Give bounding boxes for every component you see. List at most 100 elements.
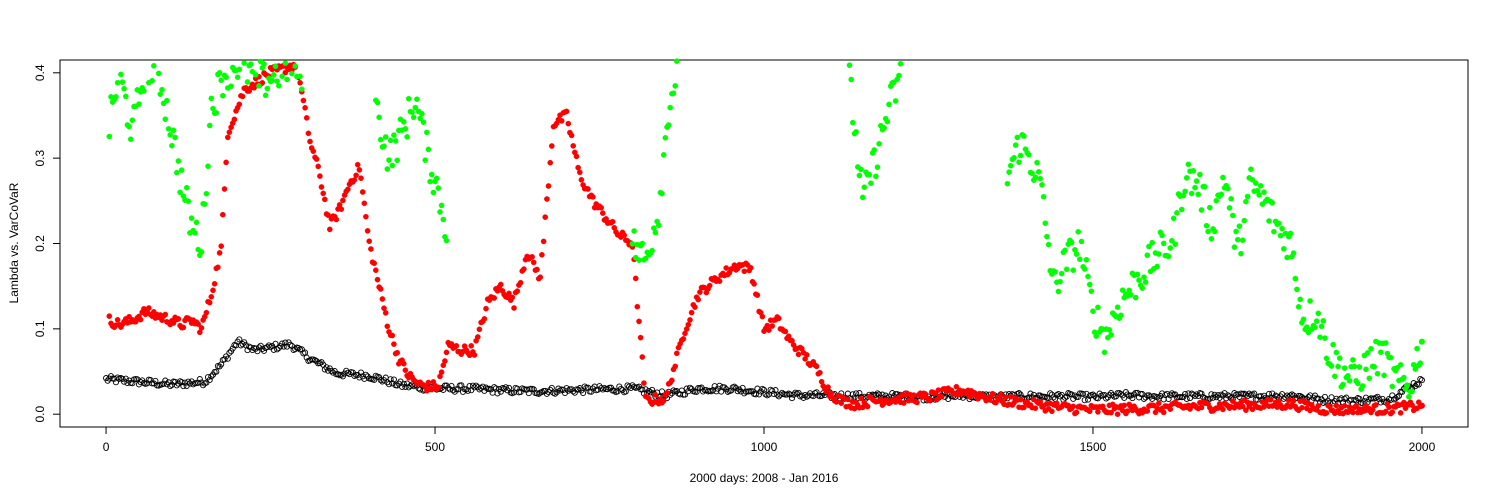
- data-point: [1288, 391, 1296, 398]
- data-point: [529, 254, 535, 260]
- data-point: [1363, 366, 1369, 373]
- data-point: [521, 266, 527, 272]
- data-point: [693, 388, 700, 395]
- data-point: [848, 76, 855, 83]
- data-point: [517, 279, 524, 286]
- data-point: [445, 384, 452, 391]
- data-point: [272, 340, 279, 347]
- data-point: [440, 216, 447, 223]
- data-point: [255, 344, 263, 351]
- data-point: [409, 109, 415, 115]
- data-point: [453, 342, 460, 349]
- data-point: [1341, 365, 1348, 371]
- data-point: [1267, 396, 1274, 403]
- data-point: [1156, 251, 1162, 257]
- data-point: [1032, 405, 1039, 412]
- data-point: [1383, 340, 1389, 346]
- data-point: [530, 259, 537, 266]
- data-point: [1285, 397, 1292, 404]
- data-point: [1139, 285, 1146, 291]
- data-point: [634, 303, 641, 310]
- data-point: [1220, 406, 1226, 413]
- data-point: [399, 383, 406, 390]
- data-point: [1266, 218, 1272, 224]
- data-point: [1134, 271, 1141, 278]
- data-point: [215, 264, 221, 271]
- data-point: [468, 342, 475, 349]
- data-point: [686, 384, 694, 391]
- data-point: [1323, 410, 1330, 416]
- data-point: [667, 104, 674, 111]
- data-point: [1406, 393, 1412, 400]
- y-tick-label: 0.1: [33, 320, 47, 337]
- data-point: [866, 171, 873, 178]
- data-point: [629, 241, 636, 247]
- data-point: [782, 328, 789, 335]
- data-point: [1077, 256, 1083, 263]
- data-point: [224, 134, 231, 141]
- data-point: [453, 386, 460, 393]
- data-point: [183, 184, 190, 191]
- data-point: [289, 70, 295, 77]
- data-point: [256, 83, 262, 89]
- data-point: [1277, 232, 1284, 239]
- data-point: [1163, 390, 1171, 397]
- data-point: [1307, 298, 1313, 304]
- plot-frame: [59, 59, 1469, 428]
- data-point: [938, 393, 945, 400]
- data-point: [1378, 349, 1384, 356]
- data-point: [1159, 232, 1165, 239]
- data-point: [896, 72, 902, 79]
- data-point: [754, 292, 761, 298]
- data-point: [864, 403, 871, 410]
- data-point: [681, 391, 689, 398]
- data-point: [1095, 304, 1101, 311]
- data-point: [224, 355, 231, 362]
- data-point: [298, 346, 305, 353]
- data-point: [448, 382, 455, 390]
- data-point: [206, 299, 213, 306]
- data-point: [297, 73, 303, 80]
- data-point: [275, 83, 282, 89]
- data-point: [1034, 159, 1040, 166]
- data-point: [374, 99, 381, 106]
- data-point: [310, 148, 317, 154]
- data-point: [1359, 383, 1366, 389]
- data-point: [218, 243, 224, 249]
- data-point: [1389, 409, 1396, 415]
- data-point: [219, 92, 226, 99]
- data-point: [491, 384, 498, 391]
- data-point: [1195, 191, 1201, 198]
- data-point: [1300, 316, 1307, 323]
- data-point: [1012, 142, 1019, 148]
- data-point: [159, 86, 165, 93]
- data-point: [649, 386, 656, 393]
- data-point: [547, 159, 554, 166]
- data-point: [1165, 253, 1172, 260]
- data-point: [129, 117, 136, 123]
- data-point: [280, 343, 287, 350]
- data-point: [180, 383, 187, 390]
- data-point: [1073, 393, 1080, 400]
- data-point: [728, 387, 735, 394]
- data-point: [1075, 393, 1082, 400]
- data-point: [303, 115, 310, 121]
- data-point: [491, 295, 498, 301]
- data-point: [1136, 277, 1142, 284]
- data-point: [481, 316, 488, 322]
- data-point: [723, 265, 730, 271]
- data-point: [320, 190, 327, 197]
- data-point: [1249, 406, 1256, 413]
- data-point: [394, 349, 401, 356]
- data-point: [563, 108, 570, 115]
- data-point: [1322, 335, 1328, 341]
- data-point: [208, 293, 215, 300]
- data-point: [575, 386, 582, 393]
- data-point: [203, 309, 210, 316]
- data-point: [1081, 266, 1088, 272]
- data-point: [1149, 239, 1155, 246]
- data-point: [400, 380, 407, 387]
- data-point: [1315, 402, 1322, 409]
- data-point: [543, 390, 550, 397]
- data-point: [1239, 403, 1246, 410]
